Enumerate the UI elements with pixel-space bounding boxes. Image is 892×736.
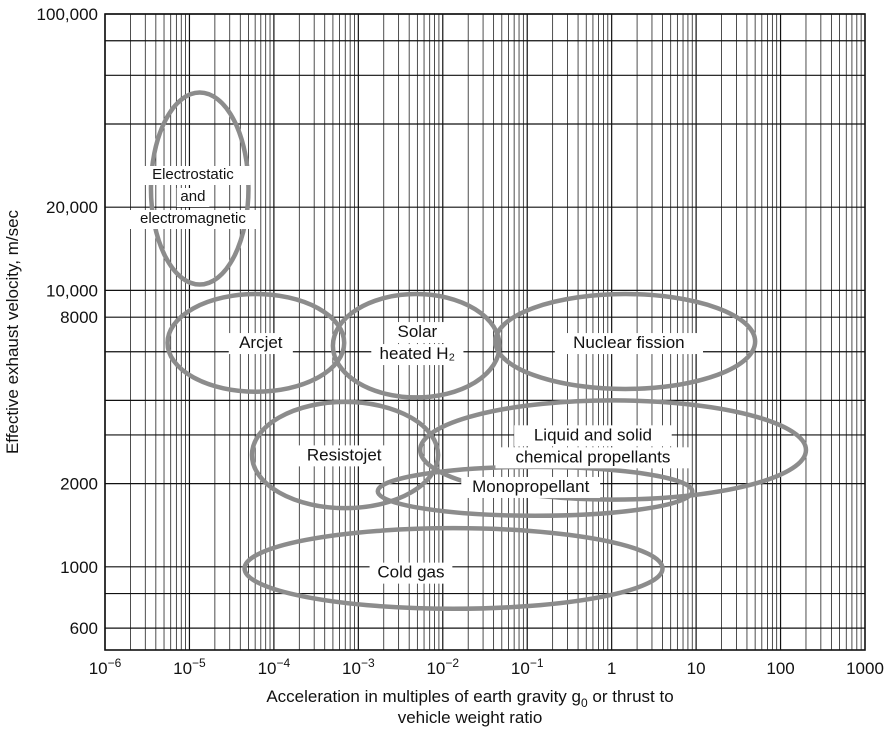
y-axis-ticks: 600 1000 2000 8000 10,000 20,000 100,000: [37, 5, 98, 638]
y-tick-label: 600: [70, 619, 98, 638]
region-label-bg: [135, 166, 251, 186]
region-layer: Electrostatic and electromagnetic Arcjet Sol…: [127, 90, 809, 612]
region-label-bg: [461, 476, 601, 498]
x-axis-ticks: 10−6 10−5 10−4 10−3 10−2 10−1 1 10 100 1000: [89, 656, 884, 678]
y-tick-label: 100,000: [37, 5, 98, 24]
region-resistojet: [249, 399, 441, 511]
region-label-bg: [371, 344, 464, 366]
region-label-solar-heated-h2: heated H₂: [380, 344, 456, 363]
region-outline-resistojet: [249, 399, 441, 511]
y-tick-label: 8000: [60, 308, 98, 327]
x-tick-label: 10−3: [342, 656, 375, 678]
region-label-bg: [514, 425, 672, 447]
region-label-bg: [369, 562, 453, 584]
region-cold-gas: [242, 525, 665, 612]
region-label-cold-gas: Cold gas: [377, 563, 444, 582]
region-label-bg: [554, 333, 704, 355]
region-solar-heated-h2: [330, 291, 502, 400]
x-tick-label: 10−1: [511, 656, 544, 678]
region-nuclear-fission: [493, 291, 758, 392]
region-arcjet: [165, 291, 347, 394]
region-label-bg: [495, 447, 691, 469]
region-label-liquid-solid: Liquid and solid: [534, 425, 652, 444]
region-label-bg: [293, 445, 395, 467]
region-label-bg: [228, 333, 293, 355]
region-label-nuclear-fission: Nuclear fission: [573, 333, 685, 352]
x-tick-label: 100: [766, 659, 794, 678]
region-label-bg: [127, 210, 259, 230]
region-outline-nuclear-fission: [493, 291, 758, 392]
region-label-bg: [176, 188, 210, 208]
x-tick-label: 10−5: [173, 656, 206, 678]
y-tick-label: 2000: [60, 475, 98, 494]
x-axis-label-line2: vehicle weight ratio: [398, 708, 543, 727]
y-tick-label: 10,000: [46, 281, 98, 300]
y-tick-label: 1000: [60, 558, 98, 577]
y-axis-label: Effective exhaust velocity, m/sec: [3, 209, 22, 454]
x-tick-label: 10−6: [89, 656, 122, 678]
x-tick-label: 10−2: [426, 656, 459, 678]
region-outline-cold-gas: [242, 525, 665, 612]
region-label-monopropellant: Monopropellant: [472, 477, 589, 496]
y-tick-label: 20,000: [46, 198, 98, 217]
x-axis-label-line1: Acceleration in multiples of earth gravi…: [266, 687, 673, 710]
region-liquid-solid: [417, 398, 809, 502]
region-label-solar-heated-h2: Solar: [398, 322, 438, 341]
region-outline-solar-heated-h2: [330, 291, 502, 400]
region-label-bg: [389, 322, 445, 344]
region-label-electrostatic: Electrostatic: [152, 166, 234, 183]
region-outline-arcjet: [165, 291, 347, 394]
region-label-arcjet: Arcjet: [239, 333, 283, 352]
region-label-liquid-solid: chemical propellants: [515, 447, 670, 466]
region-outline-electrostatic: [148, 90, 251, 287]
x-tick-label: 1: [607, 659, 616, 678]
region-label-electrostatic: and: [180, 188, 205, 205]
x-tick-label: 1000: [846, 659, 884, 678]
region-label-resistojet: Resistojet: [307, 445, 382, 464]
x-tick-label: 10: [687, 659, 706, 678]
region-electrostatic: [148, 90, 251, 287]
plot-frame: [104, 13, 866, 651]
region-label-electrostatic: electromagnetic: [140, 210, 246, 227]
x-tick-label: 10−4: [258, 656, 291, 678]
region-outline-liquid-solid: [417, 398, 809, 502]
